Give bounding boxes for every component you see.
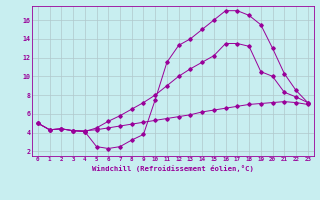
X-axis label: Windchill (Refroidissement éolien,°C): Windchill (Refroidissement éolien,°C) bbox=[92, 165, 254, 172]
